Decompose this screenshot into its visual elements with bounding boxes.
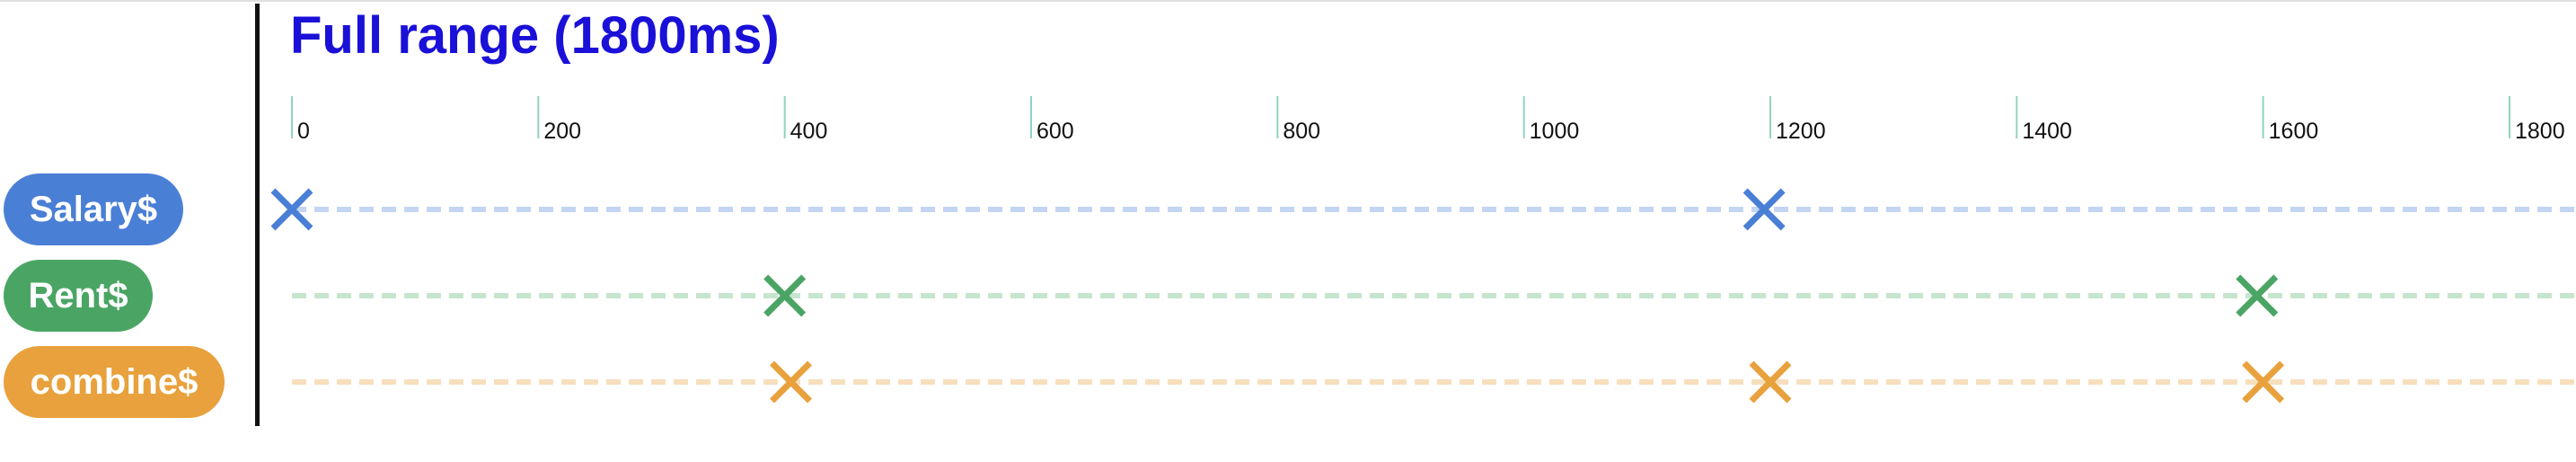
event-marker-salary [270,188,313,231]
event-marker-salary [1742,188,1786,231]
page-title: Full range (1800ms) [290,6,780,65]
event-marker-rent [763,274,807,317]
event-marker-combine [1749,360,1792,404]
axis-tick-label: 1200 [1776,119,1826,144]
axis-tick-label: 0 [297,119,310,144]
event-marker-rent [2236,274,2279,317]
axis-tick-label: 800 [1283,119,1320,144]
stream-label-combine: combine$ [4,346,225,418]
axis-tick-label: 200 [543,119,581,144]
stream-label-rent: Rent$ [4,260,153,332]
top-divider [0,0,2576,2]
axis-tick-label: 1600 [2269,119,2319,144]
event-marker-combine [2242,360,2285,404]
axis-tick-label: 1000 [1530,119,1580,144]
axis-tick-label: 400 [790,119,828,144]
axis-tick-label: 1800 [2515,119,2565,144]
axis-tick-label: 600 [1037,119,1074,144]
axis-tick-label: 1400 [2022,119,2072,144]
label-divider [255,4,260,426]
stream-label-salary: Salary$ [4,173,183,245]
event-marker-combine [770,360,812,404]
